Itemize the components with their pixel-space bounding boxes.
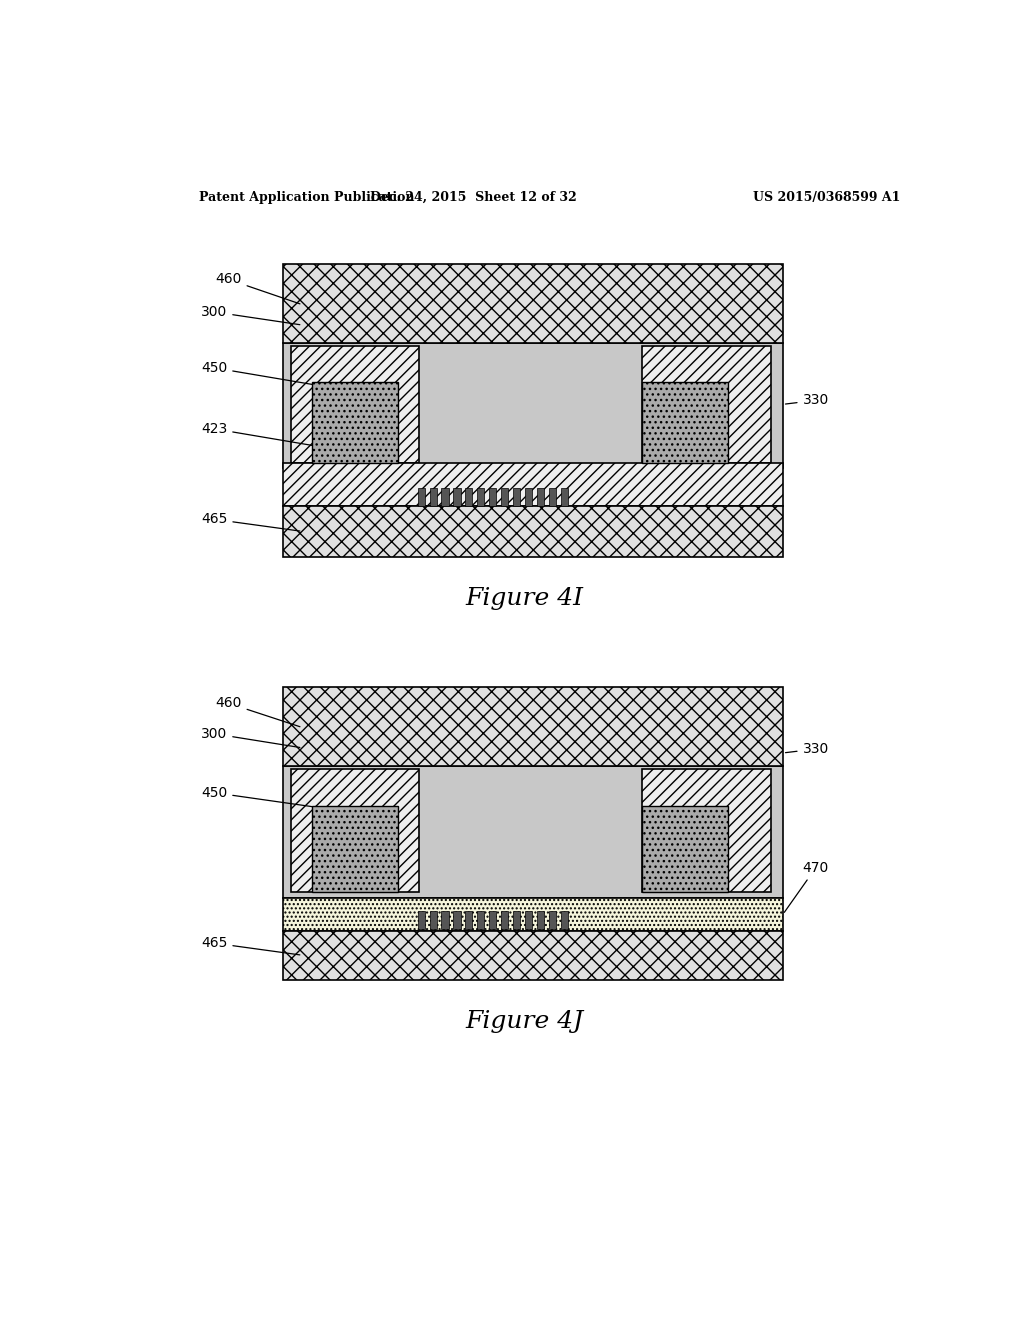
FancyBboxPatch shape xyxy=(642,805,728,892)
FancyBboxPatch shape xyxy=(642,381,728,463)
FancyBboxPatch shape xyxy=(312,805,397,892)
FancyBboxPatch shape xyxy=(454,911,461,929)
Text: Dec. 24, 2015  Sheet 12 of 32: Dec. 24, 2015 Sheet 12 of 32 xyxy=(370,191,577,203)
FancyBboxPatch shape xyxy=(441,487,449,506)
Text: 330: 330 xyxy=(785,393,828,408)
Text: 465: 465 xyxy=(201,512,300,531)
FancyBboxPatch shape xyxy=(560,487,567,506)
FancyBboxPatch shape xyxy=(283,766,782,899)
FancyBboxPatch shape xyxy=(312,381,397,463)
FancyBboxPatch shape xyxy=(489,487,497,506)
FancyBboxPatch shape xyxy=(642,770,771,892)
Text: 423: 423 xyxy=(201,422,326,447)
FancyBboxPatch shape xyxy=(549,487,556,506)
FancyBboxPatch shape xyxy=(283,264,782,343)
Text: 300: 300 xyxy=(201,305,300,325)
FancyBboxPatch shape xyxy=(489,911,497,929)
FancyBboxPatch shape xyxy=(537,911,544,929)
Text: 465: 465 xyxy=(201,936,300,954)
Text: 470: 470 xyxy=(784,861,828,912)
FancyBboxPatch shape xyxy=(441,911,449,929)
Text: Patent Application Publication: Patent Application Publication xyxy=(200,191,415,203)
FancyBboxPatch shape xyxy=(283,931,782,979)
FancyBboxPatch shape xyxy=(501,487,508,506)
FancyBboxPatch shape xyxy=(291,346,419,463)
Text: Figure 4I: Figure 4I xyxy=(466,587,584,610)
Text: Figure 4J: Figure 4J xyxy=(466,1010,584,1034)
FancyBboxPatch shape xyxy=(465,911,472,929)
FancyBboxPatch shape xyxy=(477,487,484,506)
FancyBboxPatch shape xyxy=(524,487,531,506)
FancyBboxPatch shape xyxy=(513,487,520,506)
FancyBboxPatch shape xyxy=(283,343,782,469)
Text: 460: 460 xyxy=(215,696,300,727)
FancyBboxPatch shape xyxy=(454,487,461,506)
FancyBboxPatch shape xyxy=(418,911,425,929)
FancyBboxPatch shape xyxy=(418,487,425,506)
FancyBboxPatch shape xyxy=(283,686,782,766)
FancyBboxPatch shape xyxy=(560,911,567,929)
FancyBboxPatch shape xyxy=(430,911,436,929)
Text: 450: 450 xyxy=(201,785,326,809)
FancyBboxPatch shape xyxy=(283,463,782,506)
FancyBboxPatch shape xyxy=(283,899,782,931)
FancyBboxPatch shape xyxy=(465,487,472,506)
Text: 300: 300 xyxy=(201,727,300,747)
Text: 330: 330 xyxy=(785,742,828,756)
FancyBboxPatch shape xyxy=(537,487,544,506)
FancyBboxPatch shape xyxy=(291,770,419,892)
FancyBboxPatch shape xyxy=(524,911,531,929)
FancyBboxPatch shape xyxy=(642,346,771,463)
Text: US 2015/0368599 A1: US 2015/0368599 A1 xyxy=(753,191,900,203)
FancyBboxPatch shape xyxy=(477,911,484,929)
FancyBboxPatch shape xyxy=(549,911,556,929)
FancyBboxPatch shape xyxy=(283,506,782,557)
Text: 450: 450 xyxy=(201,360,326,387)
FancyBboxPatch shape xyxy=(430,487,436,506)
Text: 460: 460 xyxy=(215,272,300,304)
FancyBboxPatch shape xyxy=(513,911,520,929)
FancyBboxPatch shape xyxy=(501,911,508,929)
